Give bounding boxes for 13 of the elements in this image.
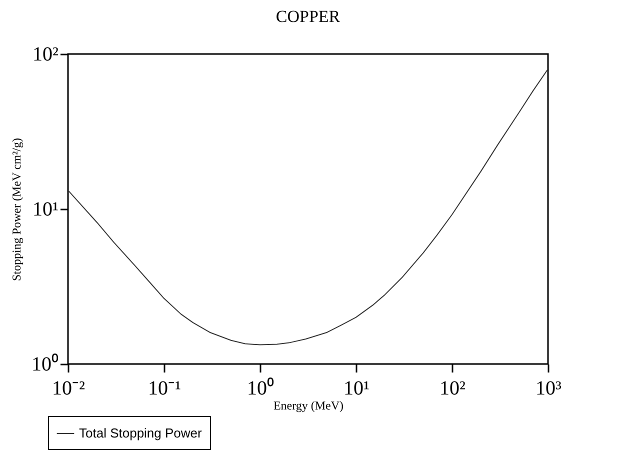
y-tick-label: 10¹ (32, 198, 58, 220)
x-tick-label: 10⁻¹ (148, 378, 181, 400)
x-tick-label: 10¹ (344, 378, 370, 400)
y-tick-label: 10² (32, 44, 58, 66)
chart-title: COPPER (276, 7, 341, 26)
legend-label: Total Stopping Power (79, 426, 203, 440)
x-tick-label: 10⁰ (247, 376, 274, 400)
x-axis-title: Energy (MeV) (273, 398, 344, 412)
x-tick-label: 10⁻² (52, 378, 85, 400)
x-tick-label: 10² (440, 378, 466, 400)
y-tick-label: 10⁰ (32, 352, 58, 376)
y-axis-title: Stopping Power (MeV cm²/g) (10, 138, 24, 282)
x-tick-label: 10³ (536, 378, 562, 400)
